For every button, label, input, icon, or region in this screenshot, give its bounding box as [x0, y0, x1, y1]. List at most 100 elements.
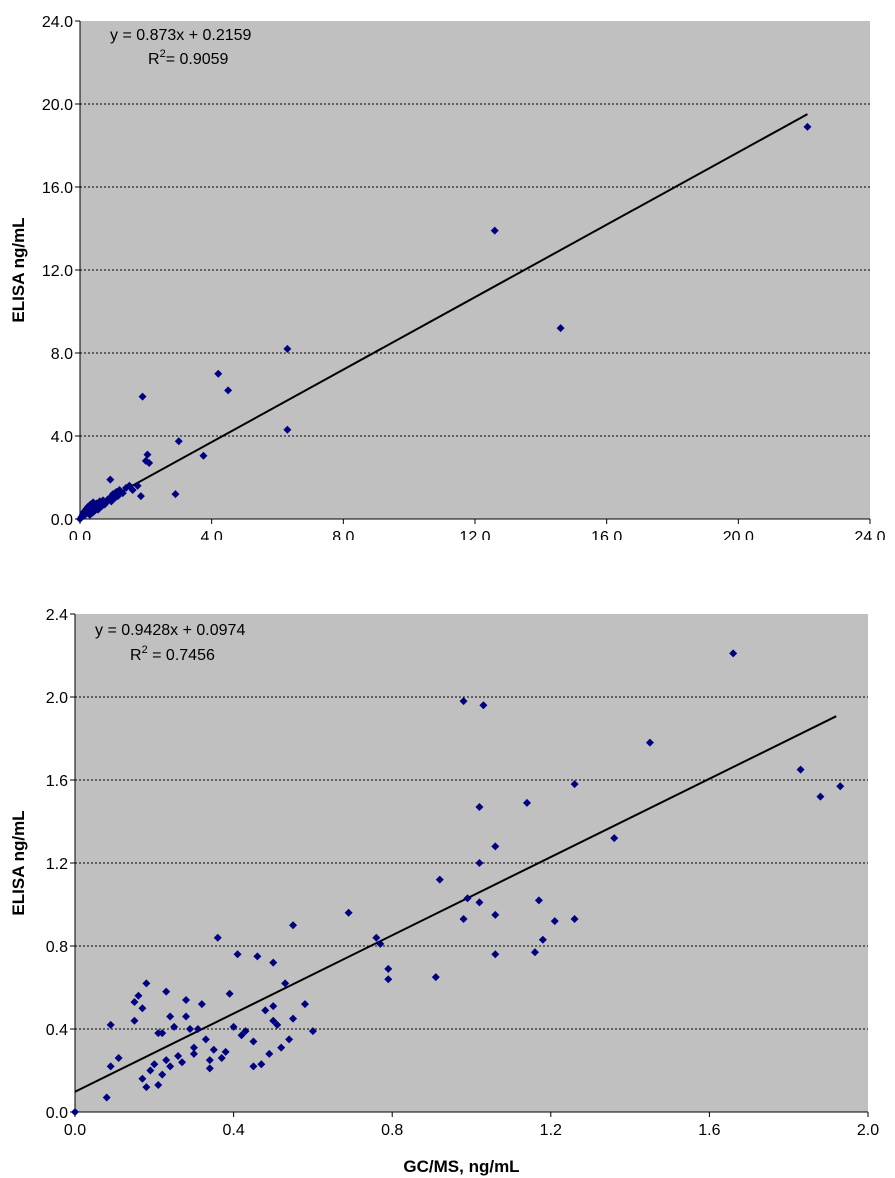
data-point	[182, 1012, 191, 1021]
data-point	[249, 1062, 258, 1071]
data-point	[836, 782, 845, 791]
data-point	[570, 780, 579, 789]
data-point	[199, 451, 208, 460]
y-tick-label: 16.0	[42, 180, 73, 197]
trendline-equation: y = 0.873x + 0.2159	[110, 27, 252, 44]
data-point	[384, 964, 393, 973]
data-point	[146, 1066, 155, 1075]
x-tick-label: 20.0	[723, 529, 754, 540]
data-point	[241, 1027, 250, 1036]
data-point	[344, 908, 353, 917]
data-point	[283, 425, 292, 434]
data-point	[273, 1020, 282, 1029]
y-tick-label: 1.6	[46, 773, 68, 790]
data-point	[102, 1093, 111, 1102]
data-point	[162, 987, 171, 996]
data-point	[435, 875, 444, 884]
data-point	[114, 1054, 123, 1063]
data-point	[213, 933, 222, 942]
data-point	[138, 1004, 147, 1013]
data-point	[269, 1016, 278, 1025]
x-tick-label: 16.0	[591, 529, 622, 540]
x-tick-label: 8.0	[332, 529, 354, 540]
data-point	[796, 765, 805, 774]
data-point	[490, 226, 499, 235]
x-tick-label: 0.0	[64, 1122, 86, 1139]
y-tick-label: 4.0	[51, 429, 73, 446]
data-point	[145, 458, 154, 467]
data-point	[530, 948, 539, 957]
data-point	[174, 1051, 183, 1060]
y-axis-title: ELISA ng/mL	[9, 217, 28, 322]
data-point	[106, 1020, 115, 1029]
data-point	[182, 995, 191, 1004]
data-point	[133, 481, 142, 490]
data-point	[816, 792, 825, 801]
data-point	[134, 991, 143, 1000]
data-point	[257, 1060, 266, 1069]
data-point	[269, 1002, 278, 1011]
data-point	[128, 485, 137, 494]
data-point	[479, 701, 488, 710]
data-point	[384, 975, 393, 984]
data-point	[150, 1060, 159, 1069]
data-point	[170, 1022, 179, 1031]
scatter-chart-top: 0.0 4.0 8.0 12.0 16.0 20.0 24.0 0.0 4.0 8.0 12.0 16…	[9, 14, 886, 540]
data-point	[491, 910, 500, 919]
data-point	[209, 1045, 218, 1054]
data-point	[88, 508, 97, 517]
trendline-equation: y = 0.9428x + 0.0974	[95, 622, 245, 639]
data-point	[253, 952, 262, 961]
y-axis-title: ELISA ng/mL	[9, 810, 28, 915]
x-tick-label: 12.0	[459, 529, 490, 540]
data-point	[372, 933, 381, 942]
y-tick-label: 2.4	[46, 607, 68, 624]
data-point	[158, 1070, 167, 1079]
x-axis-title: GC/MS, ng/mL	[403, 1157, 519, 1176]
y-tick-label: 2.0	[46, 690, 68, 707]
trendline	[74, 715, 837, 1093]
data-point	[538, 935, 547, 944]
data-point	[534, 896, 543, 905]
data-point	[249, 1037, 258, 1046]
data-point	[118, 489, 127, 498]
x-tick-label: 1.2	[540, 1122, 562, 1139]
data-point	[308, 1027, 317, 1036]
data-point	[201, 1035, 210, 1044]
data-point	[803, 122, 812, 131]
data-point	[193, 1025, 202, 1033]
data-point	[265, 1049, 274, 1058]
data-point	[113, 492, 122, 501]
data-point	[138, 1074, 147, 1083]
y-tick-label: 20.0	[42, 97, 73, 114]
y-tick-label: 0.4	[46, 1022, 68, 1039]
plot-area	[80, 21, 870, 519]
data-point	[189, 1049, 198, 1058]
r-squared-label: R2= 0.9059	[148, 48, 229, 68]
data-point	[237, 1031, 246, 1040]
data-point	[142, 1083, 151, 1092]
y-tick-label: 1.2	[46, 856, 68, 873]
data-point	[166, 1062, 175, 1071]
data-point	[610, 834, 619, 843]
data-point	[463, 894, 472, 903]
data-point	[289, 1014, 298, 1023]
data-point	[197, 1000, 206, 1009]
x-tick-label: 2.0	[857, 1122, 879, 1139]
scatter-chart-bottom: 0.0 0.4 0.8 1.2 1.6 2.0 2.4 0.0 0.4 0.8 1.2 1.6 2.0 y…	[9, 607, 879, 1176]
data-point	[162, 1056, 171, 1065]
data-point	[289, 921, 298, 930]
data-point	[71, 1108, 79, 1116]
data-point	[523, 798, 532, 807]
data-point	[158, 1029, 167, 1038]
data-point	[431, 973, 440, 982]
data-point	[261, 1006, 270, 1015]
data-point	[171, 490, 180, 499]
data-point	[136, 492, 145, 501]
trendline	[79, 113, 808, 516]
data-point	[491, 950, 500, 959]
y-tick-label: 0.8	[46, 939, 68, 956]
data-point	[189, 1043, 198, 1052]
x-tick-label: 24.0	[854, 529, 885, 540]
y-tick-label: 24.0	[42, 14, 73, 31]
